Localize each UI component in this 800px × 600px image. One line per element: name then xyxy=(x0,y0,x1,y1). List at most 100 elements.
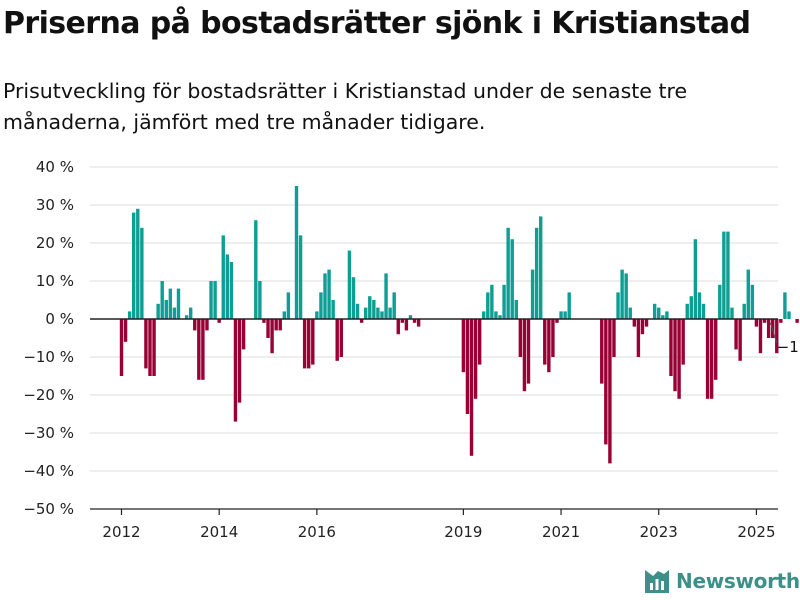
bar xyxy=(669,319,673,376)
bar xyxy=(787,311,791,319)
bar xyxy=(372,300,376,319)
bar xyxy=(229,262,234,319)
bar xyxy=(278,319,282,331)
bar xyxy=(498,315,502,319)
bar xyxy=(351,277,356,319)
bar xyxy=(600,319,604,384)
bar xyxy=(547,319,551,373)
x-tick-label: 2016 xyxy=(298,523,336,541)
y-tick-label: 0 % xyxy=(45,310,74,328)
bar xyxy=(477,319,482,365)
bar xyxy=(559,311,563,319)
bar xyxy=(624,273,628,319)
bar xyxy=(612,319,616,357)
bar xyxy=(473,319,478,399)
bar xyxy=(176,288,181,319)
x-tick-label: 2023 xyxy=(640,523,678,541)
bar xyxy=(270,319,274,354)
bar xyxy=(209,281,213,319)
bar xyxy=(193,319,197,331)
bar xyxy=(404,319,409,331)
bar xyxy=(722,231,726,319)
x-tick-label: 2025 xyxy=(737,523,775,541)
bar xyxy=(644,319,649,327)
bar xyxy=(530,269,535,319)
bar xyxy=(160,281,164,319)
bar xyxy=(543,319,547,365)
bar xyxy=(616,292,620,319)
bar xyxy=(388,307,392,319)
bar xyxy=(673,319,677,392)
bar xyxy=(681,319,685,365)
bar xyxy=(766,319,771,338)
bar xyxy=(534,227,539,319)
bar xyxy=(461,319,466,373)
y-tick-label: −30 % xyxy=(23,424,74,442)
bar xyxy=(604,319,608,445)
bar xyxy=(266,319,270,338)
bar xyxy=(335,319,339,361)
y-axis-labels: 40 % 30 % 20 % 10 % 0 % −10 % −20 % −30 % −40 % −… xyxy=(23,158,74,518)
bar xyxy=(465,319,470,414)
annotation-label: −1 % xyxy=(777,338,800,356)
bar xyxy=(506,227,510,319)
bar xyxy=(762,319,767,323)
bar xyxy=(522,319,527,392)
bar xyxy=(412,319,417,323)
bar xyxy=(783,292,787,319)
bar xyxy=(567,292,571,319)
bar xyxy=(323,273,327,319)
bar xyxy=(376,307,380,319)
bar xyxy=(539,216,543,319)
bar xyxy=(156,303,160,319)
bar xyxy=(132,212,136,319)
bar xyxy=(689,296,693,319)
annotation-line xyxy=(770,322,778,343)
bar xyxy=(241,319,246,350)
bar xyxy=(221,235,225,319)
bar xyxy=(164,300,168,319)
bar xyxy=(254,220,258,319)
y-tick-label: −10 % xyxy=(23,348,74,366)
bar xyxy=(400,319,405,323)
bar xyxy=(237,319,242,403)
y-tick-label: 40 % xyxy=(36,158,74,176)
bar xyxy=(628,307,632,319)
bar xyxy=(636,319,641,357)
bar xyxy=(408,315,413,319)
annotation: −1 % xyxy=(770,322,800,356)
bar xyxy=(526,319,531,384)
bar xyxy=(738,319,742,361)
bar xyxy=(172,307,177,319)
bar xyxy=(392,292,396,319)
bar xyxy=(555,319,559,323)
x-tick-label: 2021 xyxy=(542,523,580,541)
bar xyxy=(347,250,352,319)
bar xyxy=(380,311,384,319)
bar xyxy=(286,292,291,319)
bar xyxy=(775,319,779,354)
bar xyxy=(518,319,523,357)
bar xyxy=(657,307,661,319)
bar xyxy=(294,186,299,319)
bar xyxy=(709,319,714,399)
y-tick-label: −40 % xyxy=(23,462,74,480)
bar xyxy=(127,311,132,319)
bar xyxy=(225,254,230,319)
y-tick-label: 20 % xyxy=(36,234,74,252)
bar xyxy=(795,319,799,323)
bar xyxy=(620,269,624,319)
bar xyxy=(726,231,730,319)
bar xyxy=(282,311,286,319)
bar xyxy=(331,300,335,319)
bar xyxy=(514,300,518,319)
newsworthy-icon xyxy=(645,570,669,593)
bar xyxy=(319,292,323,319)
bar xyxy=(665,311,669,319)
chart-title: Priserna på bostadsrätter sjönk i Kristi… xyxy=(3,6,751,41)
bar xyxy=(608,319,612,464)
bar xyxy=(315,311,319,319)
bar xyxy=(482,311,486,319)
y-tick-label: −20 % xyxy=(23,386,74,404)
bar xyxy=(384,273,388,319)
